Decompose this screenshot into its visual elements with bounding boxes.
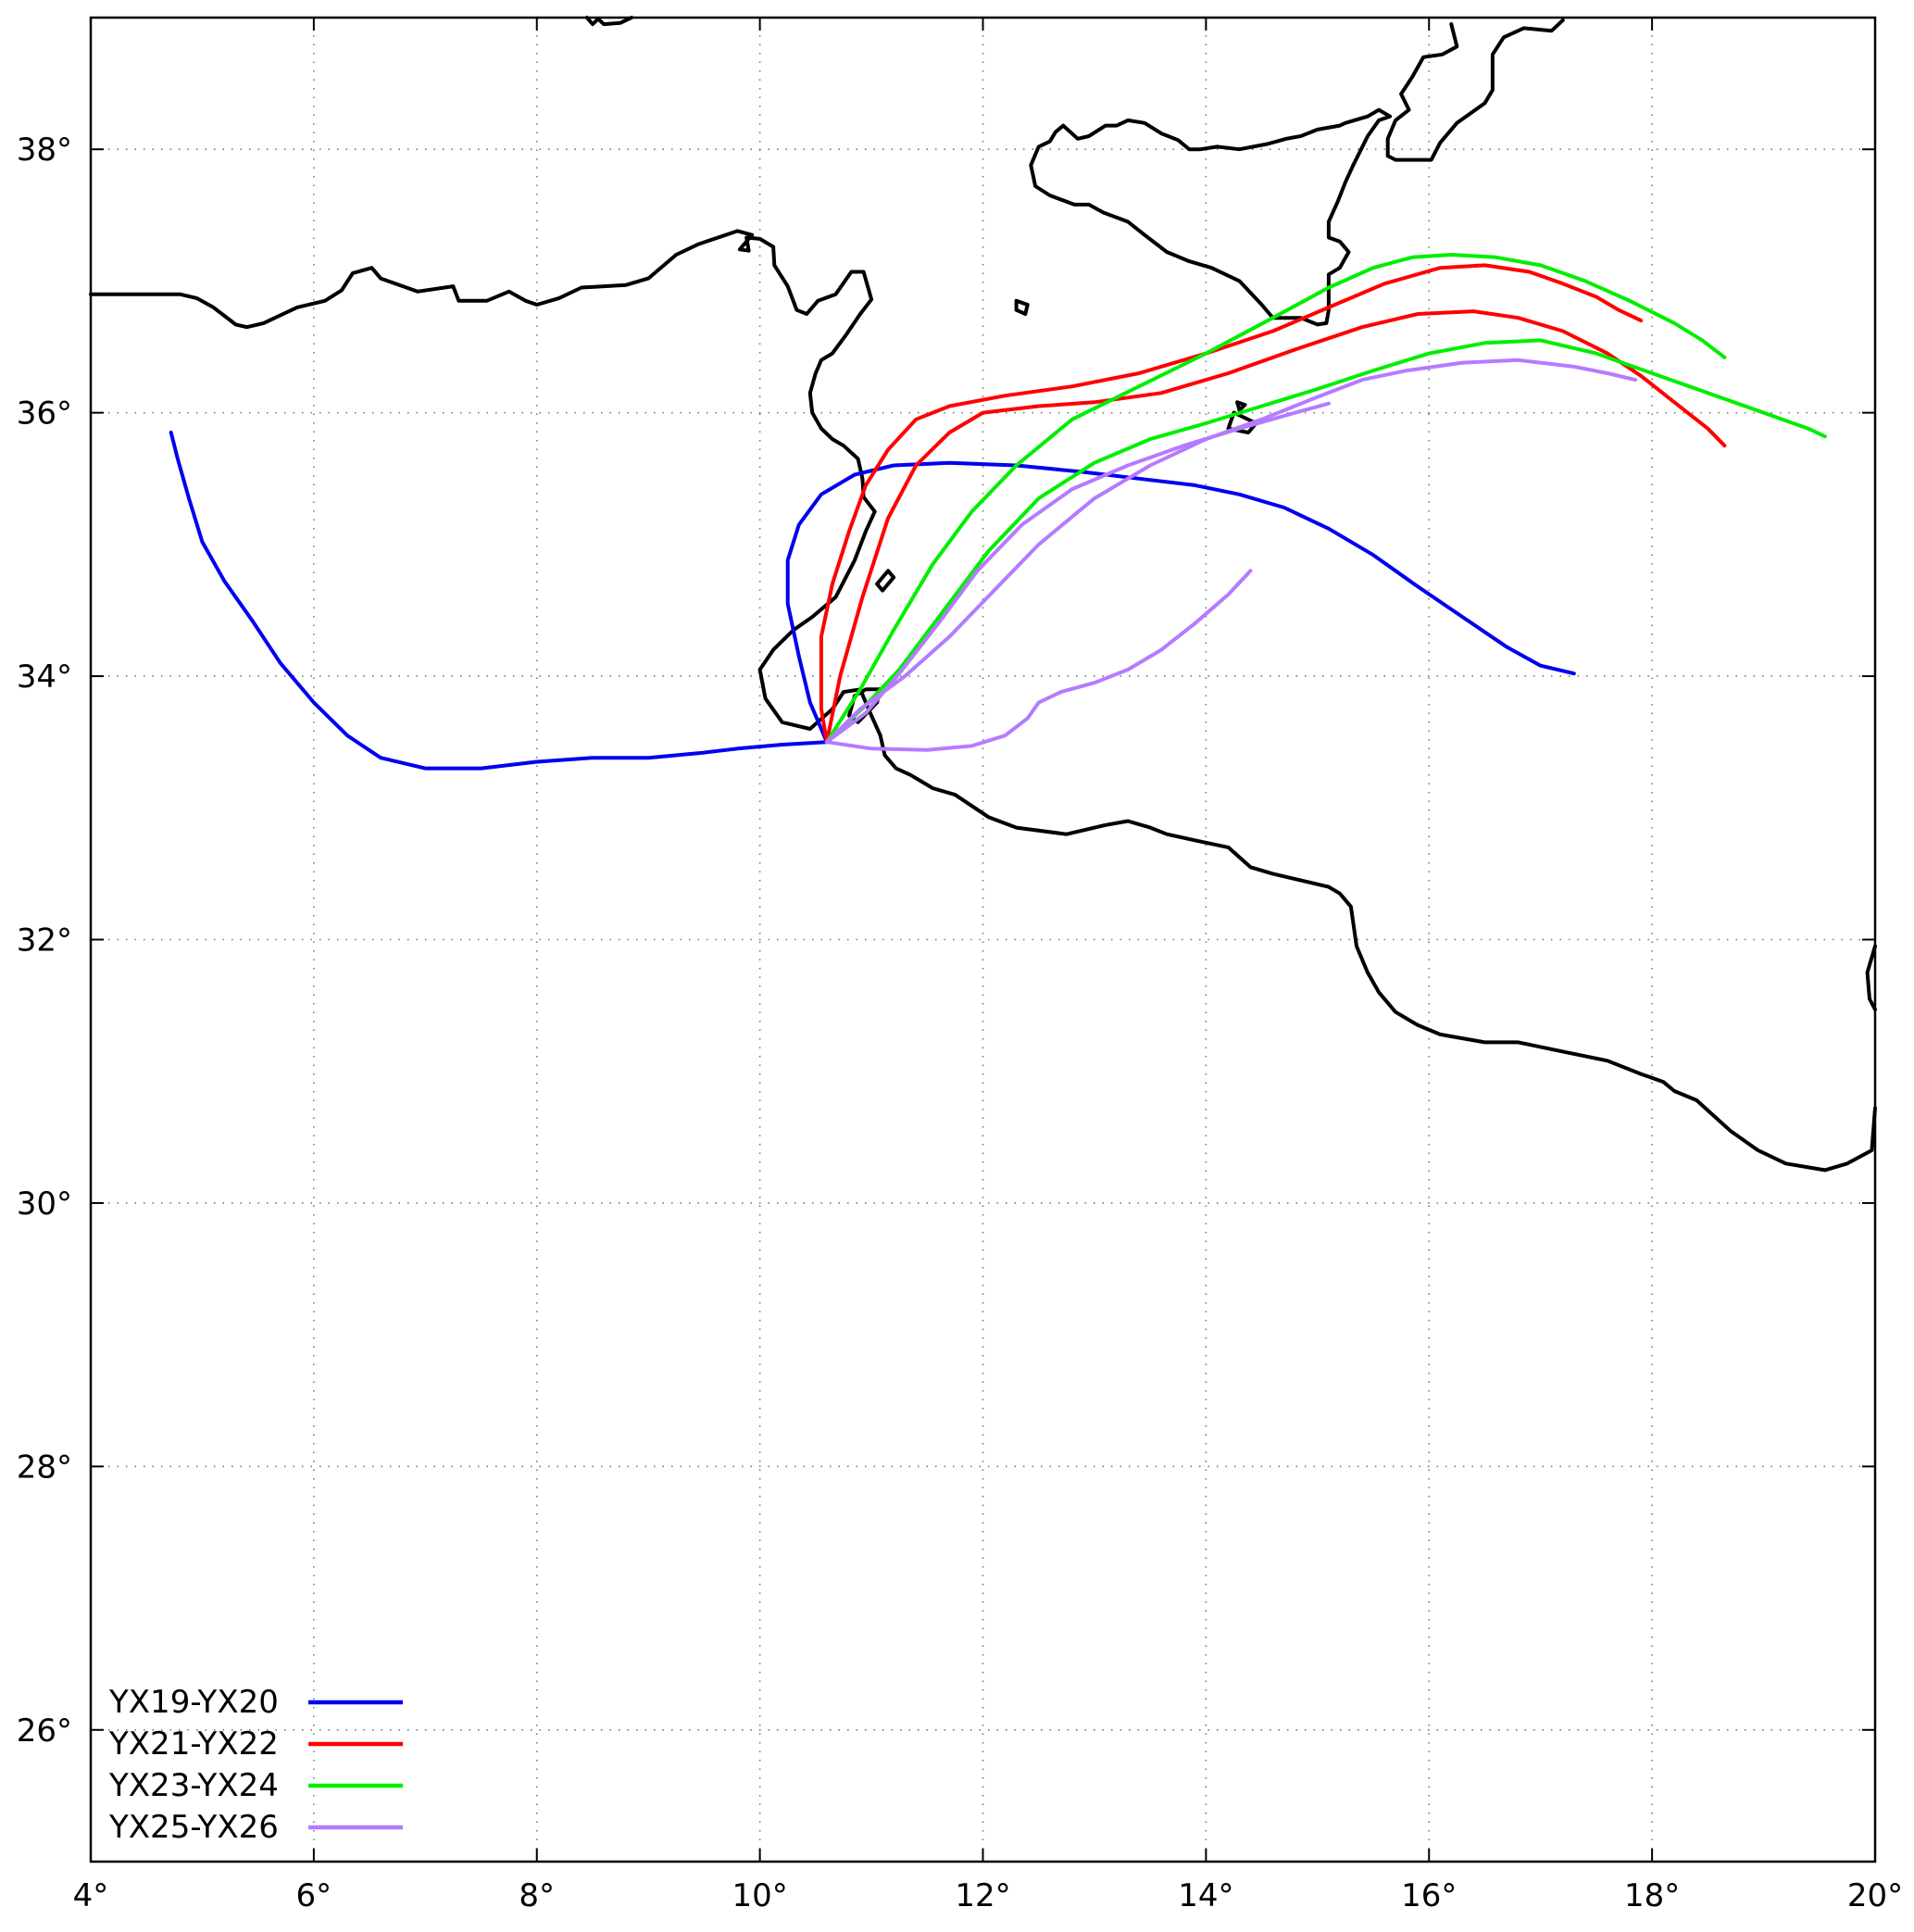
- coastline: [1226, 410, 1258, 434]
- y-tick-label: 28°: [17, 1449, 72, 1486]
- y-axis-tick-labels: 26° 28° 30° 32° 34° 36° 38°: [17, 132, 72, 1750]
- x-tick-label: 10°: [732, 1877, 787, 1914]
- x-axis-tick-labels: 4° 6° 8° 10° 12° 14° 16° 18° 20°: [73, 1877, 1903, 1914]
- y-tick-label: 26°: [17, 1712, 72, 1750]
- trajectory-line: [169, 431, 829, 771]
- coastlines: [89, 16, 1877, 1173]
- coastline: [1385, 18, 1565, 162]
- y-tick-label: 34°: [17, 659, 72, 696]
- legend: YX19-YX20 YX21-YX22 YX23-YX24 YX25-YX26: [108, 1684, 403, 1846]
- coastline: [875, 569, 896, 593]
- coastline: [1029, 107, 1393, 327]
- x-tick-label: 16°: [1401, 1877, 1457, 1914]
- coastline: [1865, 944, 1877, 1011]
- x-tick-label: 12°: [955, 1877, 1010, 1914]
- axis-ticks: [91, 18, 1875, 1862]
- trajectory-line: [819, 263, 1644, 745]
- y-tick-label: 36°: [17, 395, 72, 433]
- coastline: [1235, 400, 1247, 412]
- x-tick-label: 6°: [296, 1877, 332, 1914]
- trajectory-line: [824, 338, 1827, 745]
- legend-label: YX21-YX22: [108, 1725, 279, 1763]
- x-tick-label: 18°: [1624, 1877, 1680, 1914]
- coastline: [584, 16, 634, 27]
- trajectory-line: [824, 569, 1253, 752]
- x-tick-label: 8°: [519, 1877, 555, 1914]
- legend-label: YX23-YX24: [108, 1767, 279, 1804]
- legend-label: YX19-YX20: [108, 1684, 279, 1721]
- y-tick-label: 38°: [17, 132, 72, 169]
- gridlines: [91, 18, 1875, 1862]
- y-tick-label: 32°: [17, 922, 72, 960]
- x-tick-label: 4°: [73, 1877, 109, 1914]
- trajectory-line: [824, 253, 1727, 745]
- trajectory-line: [824, 401, 1331, 745]
- coastline: [89, 229, 1877, 1173]
- coastline: [1014, 298, 1030, 316]
- x-tick-label: 14°: [1178, 1877, 1233, 1914]
- y-tick-label: 30°: [17, 1186, 72, 1223]
- trajectories: [169, 253, 1827, 771]
- legend-label: YX25-YX26: [108, 1809, 279, 1846]
- x-tick-label: 20°: [1847, 1877, 1903, 1914]
